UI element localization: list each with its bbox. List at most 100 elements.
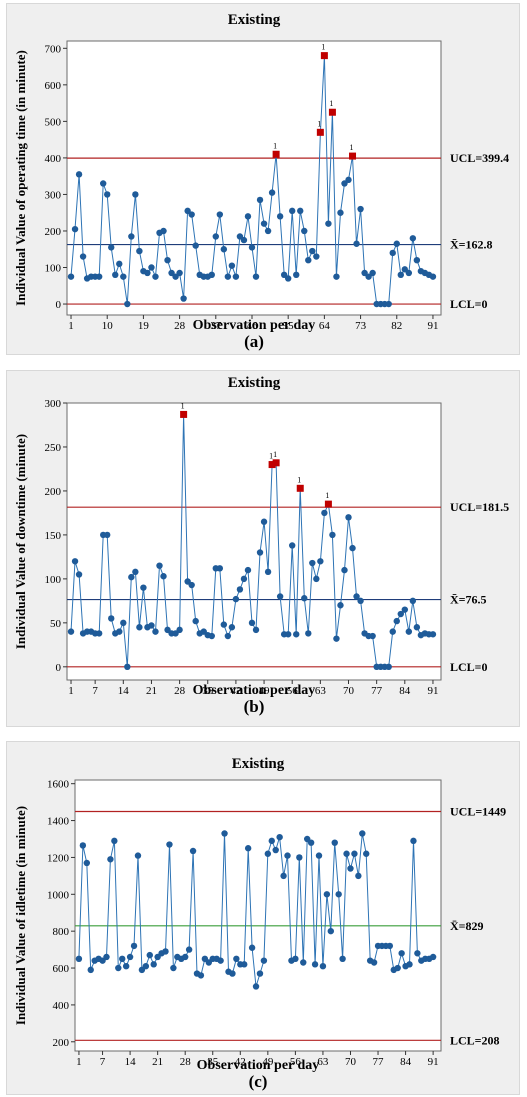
data-point <box>429 631 437 638</box>
x-tick-label: 49 <box>262 1056 274 1068</box>
data-point <box>83 859 91 867</box>
x-tick-label: 56 <box>287 685 299 697</box>
data-point <box>197 972 205 979</box>
data-point <box>272 846 279 854</box>
out-of-control-point <box>296 484 304 492</box>
chart-title: Existing <box>228 12 281 28</box>
data-point <box>241 961 248 968</box>
data-point <box>217 957 224 964</box>
data-point <box>331 839 338 846</box>
data-point <box>300 959 307 966</box>
x-tick-label: 14 <box>125 1056 137 1068</box>
y-tick-label: 0 <box>56 299 62 311</box>
data-point <box>429 273 437 280</box>
data-point <box>240 236 248 244</box>
data-point <box>170 964 177 972</box>
data-point <box>413 624 421 631</box>
data-point <box>180 295 187 302</box>
data-point <box>148 622 155 629</box>
plot-area <box>74 779 442 1052</box>
data-point <box>293 631 300 638</box>
data-point <box>341 566 348 574</box>
center-label: X̄=829 <box>450 919 484 933</box>
data-point <box>136 247 143 255</box>
panel-caption: (a) <box>244 332 264 351</box>
data-point <box>393 617 400 625</box>
out-of-control-label: 1 <box>317 119 321 128</box>
y-tick-label: 1000 <box>47 889 70 901</box>
x-tick-label: 14 <box>118 685 130 697</box>
data-point <box>244 845 252 852</box>
data-point <box>260 220 268 227</box>
data-point <box>359 830 366 837</box>
data-point <box>301 227 308 235</box>
data-point <box>398 950 405 957</box>
out-of-control-point <box>180 410 188 418</box>
data-point <box>71 225 79 233</box>
data-point <box>289 207 296 215</box>
data-point <box>385 663 392 671</box>
data-point <box>309 247 316 255</box>
data-point <box>87 966 94 974</box>
data-point <box>292 955 299 963</box>
data-point <box>248 944 256 951</box>
data-point <box>369 269 376 277</box>
data-point <box>144 269 151 277</box>
data-point <box>252 983 260 990</box>
ucl-label: UCL=1449 <box>450 805 506 819</box>
x-tick-label: 77 <box>373 1056 385 1068</box>
data-point <box>335 891 342 898</box>
data-point <box>337 602 344 609</box>
data-point <box>406 961 413 968</box>
data-point <box>134 852 142 859</box>
x-tick-label: 70 <box>345 1056 357 1068</box>
out-of-control-label: 1 <box>321 43 325 52</box>
data-point <box>166 841 173 848</box>
y-tick-label: 700 <box>45 43 62 55</box>
data-point <box>333 273 340 280</box>
data-point <box>140 584 147 591</box>
data-point <box>248 244 256 251</box>
out-of-control-label: 1 <box>325 491 329 500</box>
out-of-control-point <box>349 152 357 160</box>
data-point <box>136 624 143 631</box>
x-tick-label: 64 <box>319 320 331 332</box>
data-point <box>67 628 75 635</box>
data-point <box>369 632 376 640</box>
y-axis-label: Individual Value of downtime (minute) <box>13 434 28 649</box>
ucl-label: UCL=399.4 <box>450 151 509 165</box>
data-point <box>116 260 123 268</box>
data-point <box>349 544 356 552</box>
y-tick-label: 500 <box>45 116 62 128</box>
data-point <box>120 273 127 280</box>
data-point <box>122 962 130 970</box>
x-tick-label: 49 <box>259 685 271 697</box>
data-point <box>260 518 268 525</box>
out-of-control-label: 1 <box>329 99 333 108</box>
data-point <box>393 240 400 247</box>
x-tick-label: 28 <box>180 1056 192 1068</box>
lcl-label: LCL=208 <box>450 1033 500 1047</box>
data-point <box>244 213 252 220</box>
data-point <box>305 630 312 637</box>
data-point <box>228 262 236 269</box>
data-point <box>323 891 331 898</box>
data-point <box>112 271 119 279</box>
data-point <box>405 269 413 277</box>
chart-c-svg: Existing 200 400 600 800 1000 1200 1400 1600 1 7 14… <box>13 756 506 1091</box>
data-point <box>240 575 248 583</box>
out-of-control-point <box>272 150 280 158</box>
data-point <box>397 271 404 279</box>
y-tick-label: 250 <box>45 442 62 454</box>
data-point <box>208 632 215 640</box>
data-point <box>284 275 292 282</box>
y-tick-label: 400 <box>53 1000 70 1012</box>
y-tick-label: 1200 <box>47 852 70 864</box>
data-point <box>315 852 323 859</box>
y-tick-label: 1600 <box>47 779 70 791</box>
data-point <box>325 220 332 227</box>
data-point <box>385 300 392 308</box>
data-point <box>228 624 236 631</box>
y-tick-label: 600 <box>53 963 70 975</box>
out-of-control-point <box>328 108 336 116</box>
